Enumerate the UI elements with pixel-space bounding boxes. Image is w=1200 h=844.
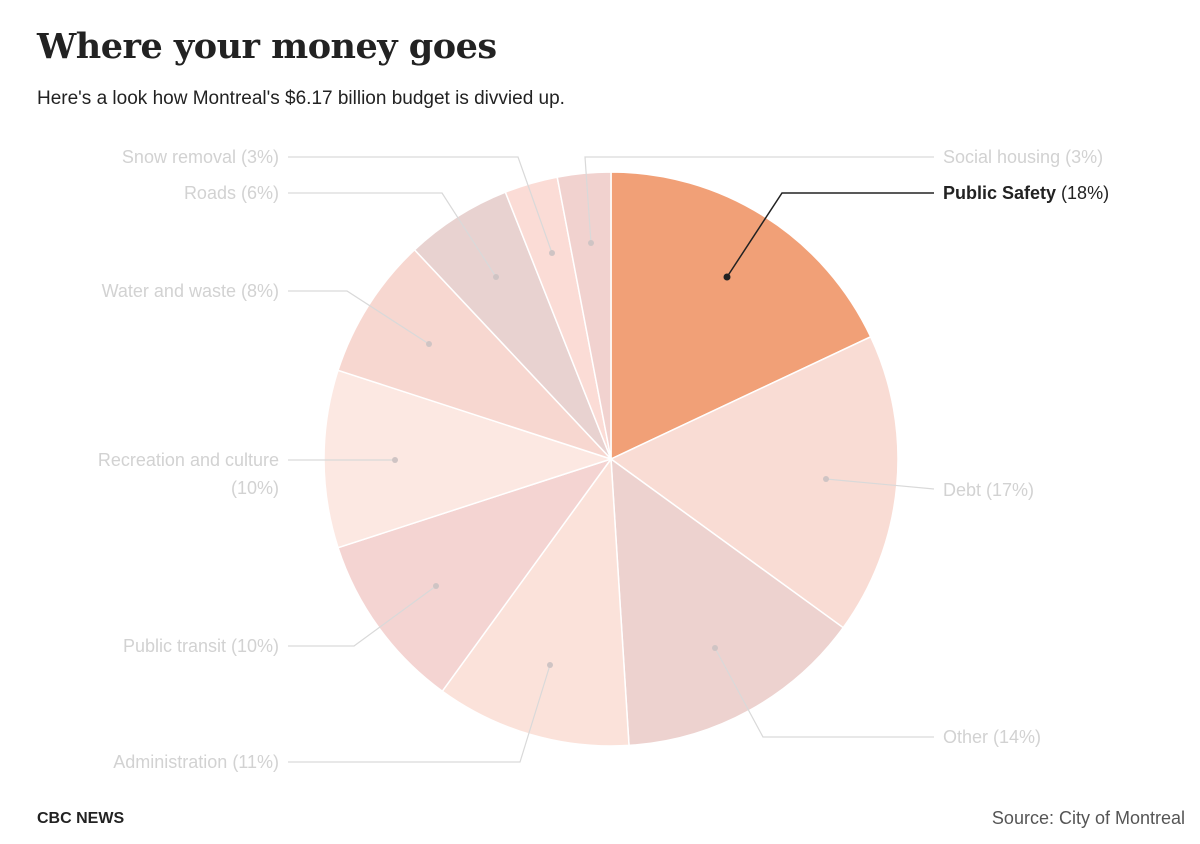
label-debt: Debt (17%) xyxy=(943,480,1034,500)
pie-slices xyxy=(323,171,899,747)
leader-dot-social-housing xyxy=(588,240,594,246)
leader-dot-public-safety xyxy=(723,273,731,281)
leader-dot-debt xyxy=(823,476,829,482)
source-note: Source: City of Montreal xyxy=(991,808,1185,828)
label-snow-removal: Snow removal (3%) xyxy=(122,147,279,167)
leader-lines xyxy=(288,156,935,763)
label-administration: Administration (11%) xyxy=(113,752,279,772)
label-public-transit: Public transit (10%) xyxy=(123,636,279,656)
label-public-safety: Public Safety (18%) xyxy=(943,183,1109,203)
leader-line-public-safety xyxy=(726,192,934,278)
label-water-and-waste: Water and waste (8%) xyxy=(102,281,279,301)
chart-title: Where your money goes xyxy=(37,26,497,67)
leader-dot-roads xyxy=(493,274,499,280)
leader-dot-administration xyxy=(547,662,553,668)
leader-line-debt xyxy=(825,478,935,490)
label-recreation-and-culture: Recreation and culture xyxy=(98,450,279,470)
leader-line-roads xyxy=(288,192,497,278)
leader-line-public-transit xyxy=(288,585,437,647)
leader-dot-snow-removal xyxy=(549,250,555,256)
label-other: Other (14%) xyxy=(943,727,1041,747)
label-social-housing: Social housing (3%) xyxy=(943,147,1103,167)
leader-line-water-and-waste xyxy=(288,290,430,345)
leader-dot-public-transit xyxy=(433,583,439,589)
slice-recreation-and-culture[interactable] xyxy=(323,369,614,549)
label-pct-recreation-and-culture: (10%) xyxy=(231,478,279,498)
leader-line-administration xyxy=(288,664,551,763)
slice-public-safety[interactable] xyxy=(610,171,872,461)
slice-social-housing[interactable] xyxy=(556,171,612,460)
slice-labels: Public Safety (18%) Debt (17%) Other (14%)… xyxy=(98,147,1109,772)
leader-line-other xyxy=(714,647,934,738)
leader-dot-recreation-and-culture xyxy=(392,457,398,463)
chart-subtitle: Here's a look how Montreal's $6.17 billi… xyxy=(37,88,565,109)
leader-line-snow-removal xyxy=(288,156,553,254)
leader-dot-water-and-waste xyxy=(426,341,432,347)
slice-administration[interactable] xyxy=(441,456,630,747)
leader-dot-other xyxy=(712,645,718,651)
brand-logo: CBC NEWS xyxy=(37,810,125,827)
label-roads: Roads (6%) xyxy=(184,183,279,203)
leader-line-social-housing xyxy=(584,156,934,244)
